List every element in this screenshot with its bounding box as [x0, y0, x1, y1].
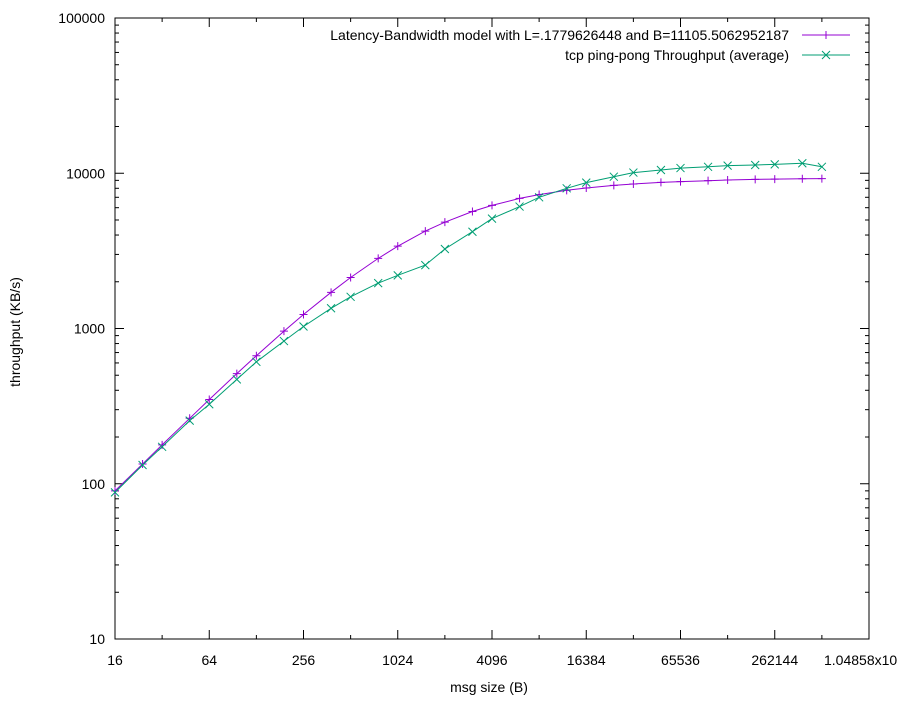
data-point — [279, 327, 288, 336]
x-tick-label: 65536 — [661, 652, 700, 668]
data-point — [421, 227, 430, 236]
data-point — [346, 292, 355, 302]
data-point — [821, 50, 831, 60]
data-point — [750, 160, 760, 170]
data-point — [770, 160, 780, 169]
data-point — [582, 184, 591, 193]
data-point — [138, 460, 147, 470]
data-point — [138, 460, 147, 469]
data-point — [252, 357, 261, 367]
data-point — [723, 175, 732, 184]
series-layer — [110, 158, 827, 497]
data-point — [751, 175, 760, 184]
data-point — [204, 399, 214, 409]
y-tick-label: 10 — [89, 631, 105, 647]
data-point — [798, 174, 807, 183]
x-tick-label: 16384 — [567, 652, 606, 668]
x-axis-label: msg size (B) — [450, 679, 528, 695]
y-tick-label: 1000 — [74, 321, 105, 337]
x-tick-label: 262144 — [751, 652, 798, 668]
y-axis-ticks: 10 100 1000 10000 100000 — [58, 10, 869, 647]
data-point — [468, 227, 477, 237]
x-tick-label: 1.04858x10 — [824, 652, 897, 668]
series-line — [114, 178, 822, 492]
data-point — [770, 175, 779, 184]
data-point — [157, 442, 167, 452]
x-axis-ticks: 16 64 256 1024 4096 16384 65536 262144 1.04858x1… — [107, 18, 897, 668]
legend-label: Latency-Bandwidth model with L=.17796264… — [330, 27, 789, 43]
series-1 — [111, 174, 826, 495]
data-point — [562, 183, 572, 193]
legend-label: tcp ping-pong Throughput (average) — [565, 47, 789, 63]
data-point — [205, 395, 214, 404]
data-point — [609, 172, 619, 182]
data-point — [279, 336, 289, 346]
data-point — [534, 192, 544, 202]
data-point — [327, 288, 336, 297]
x-tick-label: 64 — [201, 652, 217, 668]
data-point — [676, 163, 685, 173]
series-2 — [110, 158, 827, 497]
data-point — [440, 244, 450, 254]
data-point — [817, 162, 827, 172]
data-point — [110, 488, 120, 497]
data-point — [420, 260, 430, 270]
data-point — [185, 416, 195, 425]
data-point — [797, 158, 807, 168]
x-tick-label: 16 — [107, 652, 123, 668]
data-point — [609, 181, 618, 190]
data-point — [299, 322, 308, 331]
y-tick-label: 10000 — [66, 165, 105, 181]
x-tick-label: 256 — [292, 652, 316, 668]
data-point — [232, 369, 241, 378]
data-point — [252, 351, 261, 360]
plot-frame — [114, 17, 870, 640]
data-point — [393, 270, 403, 280]
data-point — [393, 242, 402, 251]
y-axis-label: throughput (KB/s) — [7, 277, 23, 387]
data-point — [676, 177, 685, 186]
data-point — [822, 31, 830, 39]
data-point — [704, 176, 713, 185]
data-point — [326, 303, 336, 313]
data-point — [703, 162, 713, 172]
y-tick-label: 100000 — [58, 10, 105, 26]
data-point — [468, 207, 477, 216]
data-point — [656, 165, 666, 175]
legend: Latency-Bandwidth model with L=.17796264… — [330, 27, 850, 63]
data-point — [723, 161, 732, 170]
data-point — [629, 179, 638, 188]
data-point — [374, 254, 383, 263]
y-tick-label: 100 — [82, 476, 106, 492]
data-point — [629, 168, 638, 177]
data-point — [299, 310, 308, 319]
data-point — [111, 486, 119, 495]
data-point — [373, 278, 383, 288]
data-point — [515, 202, 524, 211]
x-tick-label: 4096 — [476, 652, 507, 668]
data-point — [488, 201, 496, 210]
data-point — [346, 273, 355, 282]
data-point — [515, 194, 524, 203]
data-point — [232, 375, 242, 384]
data-point — [817, 174, 826, 183]
x-tick-label: 1024 — [382, 652, 413, 668]
data-point — [440, 218, 449, 227]
data-point — [656, 178, 665, 187]
data-point — [581, 178, 591, 187]
data-point — [487, 214, 497, 224]
